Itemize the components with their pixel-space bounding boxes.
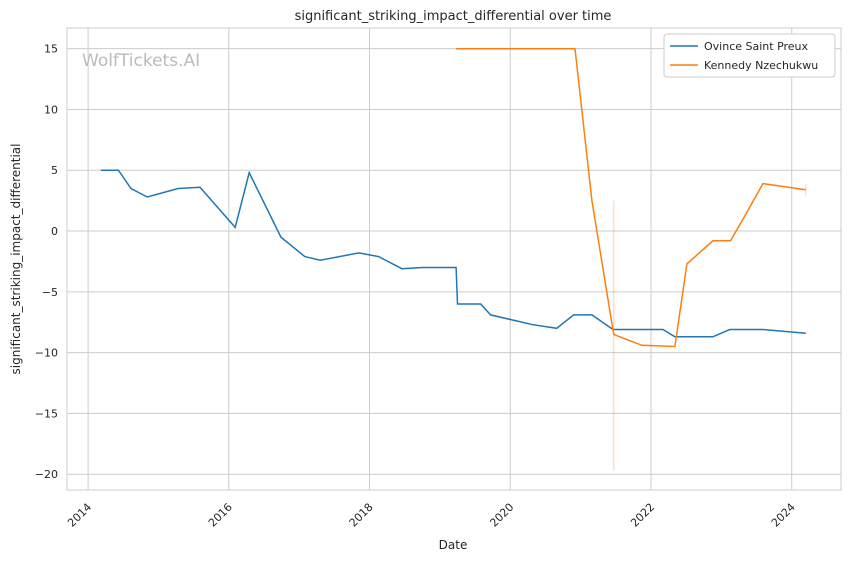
legend: Ovince Saint Preux Kennedy Nzechukwu xyxy=(663,33,836,78)
y-tick-label: −5 xyxy=(42,286,58,299)
series-line-0 xyxy=(100,169,806,338)
x-tick-label: 2014 xyxy=(65,501,94,530)
series-line-1 xyxy=(456,47,806,348)
legend-label-0: Ovince Saint Preux xyxy=(704,40,809,53)
plot-frame xyxy=(66,27,842,491)
legend-label-1: Kennedy Nzechukwu xyxy=(704,59,818,72)
x-tick-label: 2018 xyxy=(347,501,376,530)
y-axis-label: significant_striking_impact_differential xyxy=(9,144,23,375)
chart-title: significant_striking_impact_differential… xyxy=(295,9,612,24)
y-tick-label: 5 xyxy=(51,164,58,177)
y-tick-label: −10 xyxy=(35,347,58,360)
y-tick-label: −20 xyxy=(35,468,58,481)
y-tick-label: 10 xyxy=(44,103,58,116)
x-tick-label: 2022 xyxy=(628,501,657,530)
watermark: WolfTickets.AI xyxy=(82,51,200,71)
x-tick-label: 2024 xyxy=(769,501,798,530)
x-tick-label: 2016 xyxy=(206,501,235,530)
y-tick-label: 15 xyxy=(44,43,58,56)
x-tick-label: 2020 xyxy=(487,501,516,530)
x-axis-label: Date xyxy=(439,538,468,552)
legend-box xyxy=(663,33,836,78)
y-tick-label: 0 xyxy=(51,225,58,238)
y-tick-label: −15 xyxy=(35,407,58,420)
